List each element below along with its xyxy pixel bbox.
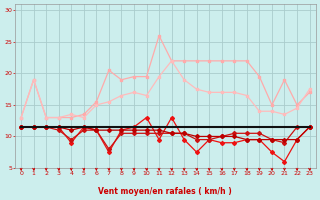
X-axis label: Vent moyen/en rafales ( km/h ): Vent moyen/en rafales ( km/h ) [99, 187, 232, 196]
